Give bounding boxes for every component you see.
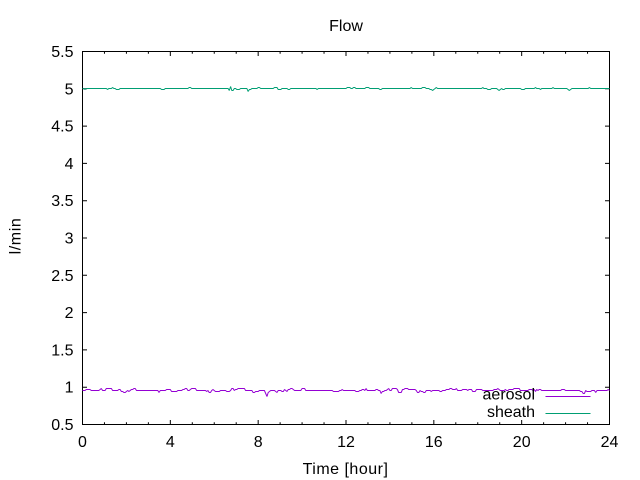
svg-text:4.5: 4.5 bbox=[51, 119, 73, 136]
svg-text:1.5: 1.5 bbox=[51, 342, 73, 359]
svg-text:5: 5 bbox=[65, 81, 74, 98]
svg-text:1: 1 bbox=[65, 380, 74, 397]
svg-text:20: 20 bbox=[513, 434, 531, 451]
svg-text:4: 4 bbox=[166, 434, 175, 451]
svg-text:3: 3 bbox=[65, 231, 74, 248]
svg-text:l/min: l/min bbox=[8, 218, 25, 255]
svg-text:4: 4 bbox=[65, 156, 74, 173]
svg-text:Flow: Flow bbox=[329, 18, 363, 35]
svg-text:Time [hour]: Time [hour] bbox=[303, 461, 389, 478]
svg-text:0.5: 0.5 bbox=[51, 417, 73, 434]
svg-text:8: 8 bbox=[254, 434, 263, 451]
svg-text:12: 12 bbox=[337, 434, 355, 451]
svg-text:24: 24 bbox=[601, 434, 619, 451]
svg-text:5.5: 5.5 bbox=[51, 44, 73, 61]
svg-text:2: 2 bbox=[65, 305, 74, 322]
svg-text:3.5: 3.5 bbox=[51, 193, 73, 210]
svg-text:0: 0 bbox=[78, 434, 87, 451]
svg-text:aerosol: aerosol bbox=[483, 387, 535, 404]
svg-text:2.5: 2.5 bbox=[51, 268, 73, 285]
svg-text:16: 16 bbox=[425, 434, 443, 451]
svg-text:sheath: sheath bbox=[487, 404, 535, 421]
